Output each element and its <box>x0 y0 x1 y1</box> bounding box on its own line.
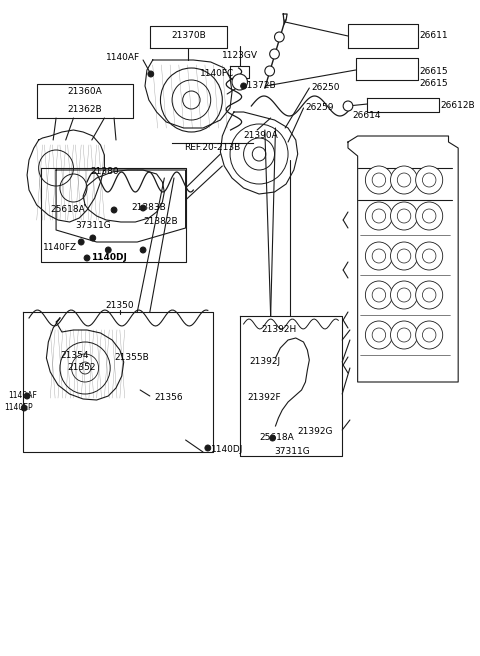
Circle shape <box>84 255 90 261</box>
Circle shape <box>240 83 247 89</box>
Circle shape <box>397 173 411 187</box>
Circle shape <box>24 393 30 399</box>
Circle shape <box>372 209 385 223</box>
Circle shape <box>391 202 418 230</box>
Circle shape <box>422 288 436 302</box>
Text: 21355B: 21355B <box>114 354 149 363</box>
Circle shape <box>397 328 411 342</box>
Text: 26615: 26615 <box>420 68 448 77</box>
Text: 21380: 21380 <box>90 167 119 176</box>
Text: 21362B: 21362B <box>68 106 102 115</box>
Text: 37311G: 37311G <box>275 447 310 457</box>
Text: 21350: 21350 <box>106 302 134 310</box>
Circle shape <box>265 66 275 76</box>
Text: 26614: 26614 <box>353 112 381 121</box>
Circle shape <box>111 207 117 213</box>
Text: REF.20-213B: REF.20-213B <box>184 144 241 152</box>
Circle shape <box>365 321 393 349</box>
Circle shape <box>205 445 211 451</box>
Circle shape <box>416 281 443 309</box>
Circle shape <box>140 205 146 211</box>
Text: 26250: 26250 <box>311 83 340 91</box>
Text: 25618A: 25618A <box>50 205 85 215</box>
Circle shape <box>148 71 154 77</box>
Circle shape <box>372 328 385 342</box>
Circle shape <box>397 209 411 223</box>
Text: 26615: 26615 <box>420 79 448 89</box>
Text: 1140DJ: 1140DJ <box>211 445 243 455</box>
Circle shape <box>275 32 284 42</box>
Circle shape <box>416 242 443 270</box>
Text: 21392G: 21392G <box>298 428 333 436</box>
Text: 26259: 26259 <box>305 102 334 112</box>
Text: 1140AF: 1140AF <box>106 54 140 62</box>
Text: 21392J: 21392J <box>250 358 280 367</box>
Circle shape <box>232 74 248 90</box>
Circle shape <box>416 166 443 194</box>
Circle shape <box>391 166 418 194</box>
Text: 21382B: 21382B <box>143 218 178 226</box>
Circle shape <box>270 49 279 59</box>
Text: 21360A: 21360A <box>68 87 102 96</box>
Circle shape <box>391 242 418 270</box>
Circle shape <box>90 235 96 241</box>
Circle shape <box>365 202 393 230</box>
Circle shape <box>422 173 436 187</box>
Circle shape <box>416 321 443 349</box>
Circle shape <box>140 247 146 253</box>
Circle shape <box>391 281 418 309</box>
Circle shape <box>270 435 276 441</box>
Text: 1140DJ: 1140DJ <box>91 253 127 262</box>
Text: 26611: 26611 <box>420 31 448 41</box>
Text: 21356: 21356 <box>155 394 183 403</box>
Circle shape <box>21 405 27 411</box>
Circle shape <box>365 166 393 194</box>
Text: 1140FC: 1140FC <box>200 70 234 79</box>
Text: 1140EP: 1140EP <box>4 403 33 413</box>
Circle shape <box>372 173 385 187</box>
Text: 21392F: 21392F <box>248 394 281 403</box>
Circle shape <box>365 281 393 309</box>
Text: 21352: 21352 <box>68 363 96 373</box>
Circle shape <box>343 101 353 111</box>
Text: 1140AF: 1140AF <box>8 390 36 400</box>
Text: 21383B: 21383B <box>132 203 166 213</box>
Circle shape <box>372 288 385 302</box>
Text: 37311G: 37311G <box>75 222 111 230</box>
Circle shape <box>372 249 385 263</box>
Circle shape <box>365 242 393 270</box>
Circle shape <box>422 209 436 223</box>
Text: 21354: 21354 <box>60 350 88 359</box>
Circle shape <box>397 288 411 302</box>
Circle shape <box>416 202 443 230</box>
Circle shape <box>78 239 84 245</box>
Text: 1140FZ: 1140FZ <box>43 243 77 253</box>
Circle shape <box>106 247 111 253</box>
Text: 26612B: 26612B <box>441 100 475 110</box>
Text: 21370B: 21370B <box>171 31 206 41</box>
Text: 25618A: 25618A <box>259 434 294 443</box>
Circle shape <box>391 321 418 349</box>
Circle shape <box>397 249 411 263</box>
Circle shape <box>422 249 436 263</box>
Text: 1123GV: 1123GV <box>222 52 258 60</box>
Text: 21392H: 21392H <box>261 325 296 335</box>
Text: 21372B: 21372B <box>241 81 276 91</box>
Text: 21390A: 21390A <box>243 131 278 140</box>
Circle shape <box>422 328 436 342</box>
